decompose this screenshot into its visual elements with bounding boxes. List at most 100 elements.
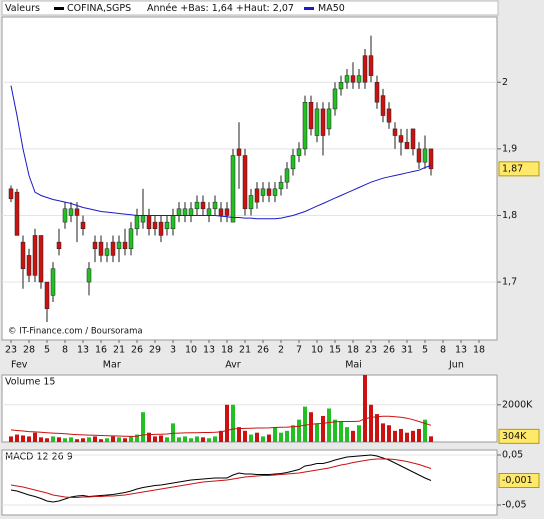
volume-bar — [63, 438, 67, 442]
volume-panel — [1, 374, 498, 443]
y-tick-label: -0,05 — [502, 500, 527, 511]
x-tick-label: 13 — [203, 345, 215, 356]
candle-body — [80, 221, 86, 230]
volume-bar — [81, 438, 85, 442]
x-tick-label: 7 — [296, 345, 302, 356]
volume-bar — [333, 419, 337, 442]
candle-body — [92, 241, 98, 250]
candle-body — [380, 95, 386, 116]
candle-body — [422, 148, 428, 163]
candle-body — [338, 82, 344, 90]
legend-label: Valeurs — [5, 3, 40, 14]
volume-bar — [357, 425, 361, 442]
x-tick-label: 26 — [257, 345, 269, 356]
candle-body — [296, 148, 302, 156]
x-tick-label: 10 — [185, 345, 197, 356]
candle-body — [128, 228, 134, 250]
volume-bar — [321, 415, 325, 442]
last-value-box — [498, 161, 540, 177]
volume-bar — [279, 432, 283, 442]
volume-bar — [243, 430, 247, 442]
candle-body — [32, 235, 38, 276]
x-tick-label: 8 — [440, 345, 446, 356]
volume-bar — [351, 430, 355, 442]
volume-bar — [261, 436, 265, 442]
volume-bar — [345, 427, 349, 442]
x-tick-label: 29 — [149, 345, 161, 356]
volume-bar — [267, 434, 271, 442]
volume-bar — [213, 436, 217, 442]
volume-bar — [153, 436, 157, 442]
last-value-label: -0,001 — [502, 475, 533, 486]
x-tick-label: 18 — [347, 345, 359, 356]
volume-bar — [411, 430, 415, 442]
volume-bar — [381, 423, 385, 442]
candle-body — [164, 221, 170, 230]
volume-bar — [399, 428, 403, 442]
candle-body — [314, 108, 320, 136]
x-tick-label: 31 — [401, 345, 413, 356]
candle-body — [248, 195, 254, 210]
candle-body — [152, 221, 158, 230]
volume-bar — [201, 437, 205, 442]
month-label: Avr — [225, 360, 241, 371]
volume-bar — [117, 437, 121, 442]
volume-bar — [141, 412, 145, 442]
x-tick-label: 23 — [365, 345, 377, 356]
candle-body — [68, 208, 74, 216]
volume-bar — [225, 404, 229, 442]
candle-body — [410, 128, 416, 150]
volume-bar — [219, 430, 223, 442]
candle-body — [218, 208, 224, 216]
volume-bar — [27, 436, 31, 442]
panel-title: Volume 15 — [5, 377, 55, 388]
series-line — [10, 415, 432, 437]
price-panel — [1, 16, 498, 341]
y-tick-label: 0,05 — [502, 450, 523, 461]
y-tick-label: 2000K — [502, 399, 533, 410]
x-tick-label: 21 — [113, 345, 125, 356]
candle-body — [290, 155, 296, 170]
candle-body — [140, 215, 146, 223]
volume-bar — [363, 375, 367, 442]
legend-bar — [1, 0, 499, 16]
volume-bar — [387, 425, 391, 442]
volume-bar — [417, 428, 421, 442]
volume-bar — [303, 406, 307, 442]
volume-bar — [273, 427, 277, 442]
last-value-label: 304K — [502, 431, 527, 442]
candle-body — [236, 148, 242, 156]
macd-panel — [1, 449, 498, 516]
candle-body — [302, 101, 308, 150]
x-tick-label: 18 — [221, 345, 233, 356]
month-label: Mar — [103, 360, 121, 371]
candle-body — [194, 201, 200, 210]
candle-body — [260, 188, 266, 196]
legend-entry: MA50 — [318, 3, 345, 14]
x-tick-label: 21 — [239, 345, 251, 356]
candle-body — [122, 241, 128, 250]
volume-bar — [87, 437, 91, 442]
candle-body — [254, 188, 260, 203]
x-tick-label: 5 — [422, 345, 428, 356]
candle-body — [308, 101, 314, 130]
x-tick-label: 2 — [278, 345, 284, 356]
candle-body — [8, 188, 14, 200]
x-tick-label: 13 — [455, 345, 467, 356]
candle-body — [356, 75, 362, 83]
x-tick-label: 10 — [311, 345, 323, 356]
y-tick-label: 1,8 — [502, 210, 517, 221]
candle-body — [392, 128, 398, 136]
month-label: Jun — [448, 360, 464, 371]
candle-body — [206, 208, 212, 216]
volume-bar — [135, 434, 139, 442]
candle-body — [74, 208, 80, 216]
candle-body — [212, 201, 218, 210]
volume-bar — [33, 432, 37, 442]
volume-bar — [237, 427, 241, 442]
candle-body — [416, 148, 422, 163]
volume-bar — [93, 436, 97, 442]
volume-bar — [123, 438, 127, 442]
volume-bar — [15, 434, 19, 442]
candle-body — [182, 208, 188, 216]
